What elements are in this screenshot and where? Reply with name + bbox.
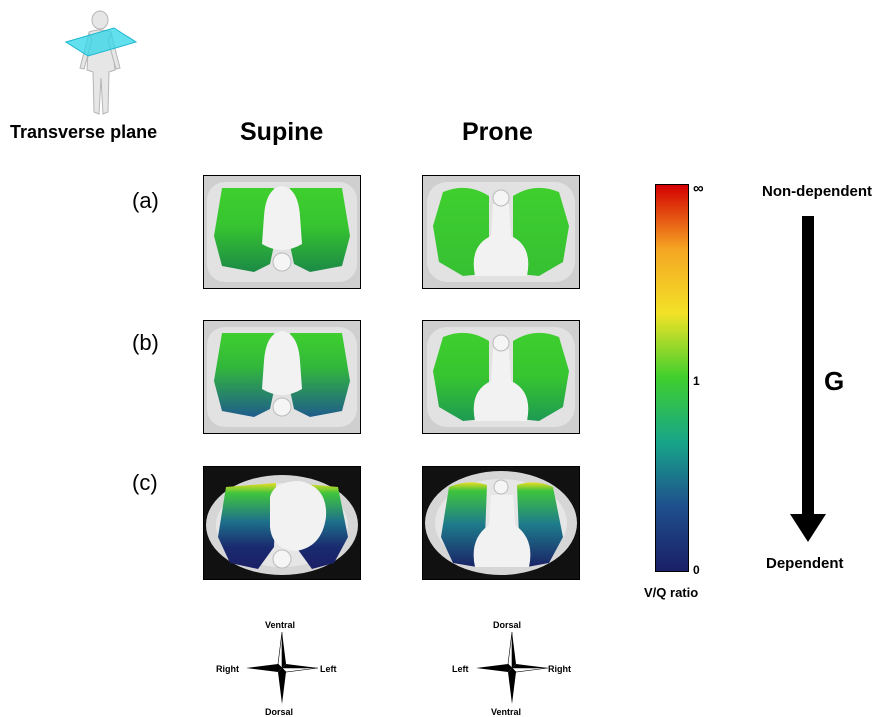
compass-supine: Ventral Dorsal Right Left — [202, 620, 362, 717]
compass-supine-right: Left — [320, 664, 337, 674]
column-header-supine: Supine — [240, 118, 324, 146]
row-label-c: (c) — [132, 470, 158, 495]
row-label-b: (b) — [132, 330, 159, 355]
ct-panel-b-prone — [422, 320, 580, 434]
compass-prone-top: Dorsal — [493, 620, 522, 630]
ct-panel-c-prone — [422, 466, 580, 580]
compass-rose-icon — [476, 632, 548, 704]
row-label-a: (a) — [132, 188, 159, 213]
compass-prone-left: Left — [452, 664, 469, 674]
gravity-bottom-label: Dependent — [766, 555, 844, 572]
ct-panel-a-supine — [203, 175, 361, 289]
gravity-arrow-icon — [788, 216, 828, 546]
colorbar-tick-top: ∞ — [693, 180, 704, 197]
compass-supine-left: Right — [216, 664, 239, 674]
compass-prone: Dorsal Ventral Left Right — [432, 620, 592, 717]
compass-prone-right: Right — [548, 664, 571, 674]
vq-colorbar — [655, 184, 689, 572]
vq-colorbar-gradient — [656, 185, 688, 571]
ct-panel-c-supine — [203, 466, 361, 580]
colorbar-tick-bottom: 0 — [693, 563, 700, 577]
ct-panel-a-prone — [422, 175, 580, 289]
ct-panel-b-supine — [203, 320, 361, 434]
compass-rose-icon — [246, 632, 318, 704]
colorbar-title: V/Q ratio — [644, 585, 699, 600]
body-figure-icon — [62, 8, 140, 120]
gravity-top-label: Non-dependent — [762, 183, 872, 200]
compass-prone-bottom: Ventral — [491, 707, 522, 717]
column-header-prone: Prone — [462, 118, 533, 146]
gravity-symbol: G — [824, 366, 845, 396]
compass-supine-top: Ventral — [265, 620, 296, 630]
compass-supine-bottom: Dorsal — [265, 707, 294, 717]
colorbar-tick-middle: 1 — [693, 374, 700, 388]
plane-label: Transverse plane — [10, 122, 158, 142]
